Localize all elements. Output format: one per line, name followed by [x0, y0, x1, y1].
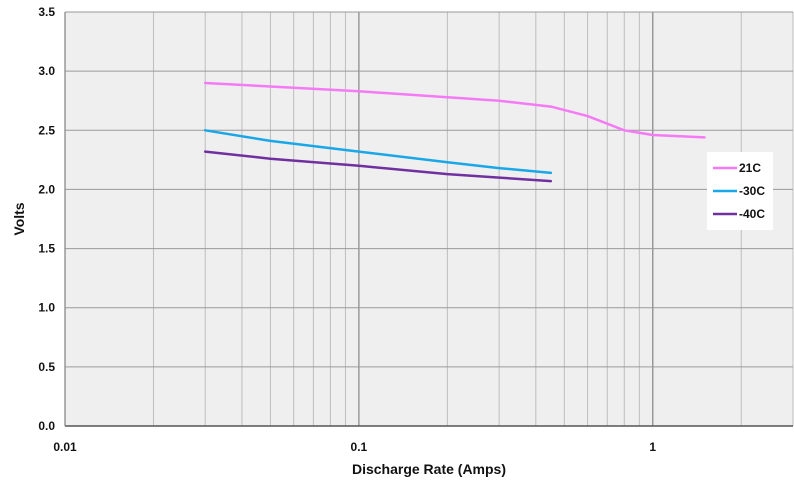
series-line-21c — [203, 81, 706, 139]
y-tick-label: 1.5 — [38, 242, 55, 256]
y-axis-title: Volts — [11, 202, 27, 235]
x-axis-title: Discharge Rate (Amps) — [352, 461, 506, 477]
x-tick-label: 0.1 — [351, 440, 368, 454]
series-line--30c — [203, 129, 553, 175]
y-tick-label: 3.0 — [38, 64, 55, 78]
x-tick-label: 0.01 — [53, 440, 77, 454]
gridlines — [64, 11, 794, 427]
legend-label: -30C — [739, 184, 765, 198]
series-line--40c — [203, 150, 553, 183]
x-tick-labels: 0.01 0.1 1 — [53, 440, 656, 454]
y-tick-label: 0.0 — [38, 419, 55, 433]
legend: 21C -30C -40C — [707, 152, 773, 230]
y-tick-label: 2.0 — [38, 182, 55, 196]
series-lines — [203, 81, 706, 183]
y-tick-label: 2.5 — [38, 123, 55, 137]
y-tick-label: 1.0 — [38, 301, 55, 315]
y-tick-label: 3.5 — [38, 5, 55, 19]
legend-label: 21C — [739, 161, 761, 175]
legend-label: -40C — [739, 207, 765, 221]
plot-area — [65, 12, 793, 426]
y-tick-labels: 0.0 0.5 1.0 1.5 2.0 2.5 3.0 3.5 — [38, 5, 55, 433]
x-tick-label: 1 — [649, 440, 656, 454]
y-tick-label: 0.5 — [38, 360, 55, 374]
